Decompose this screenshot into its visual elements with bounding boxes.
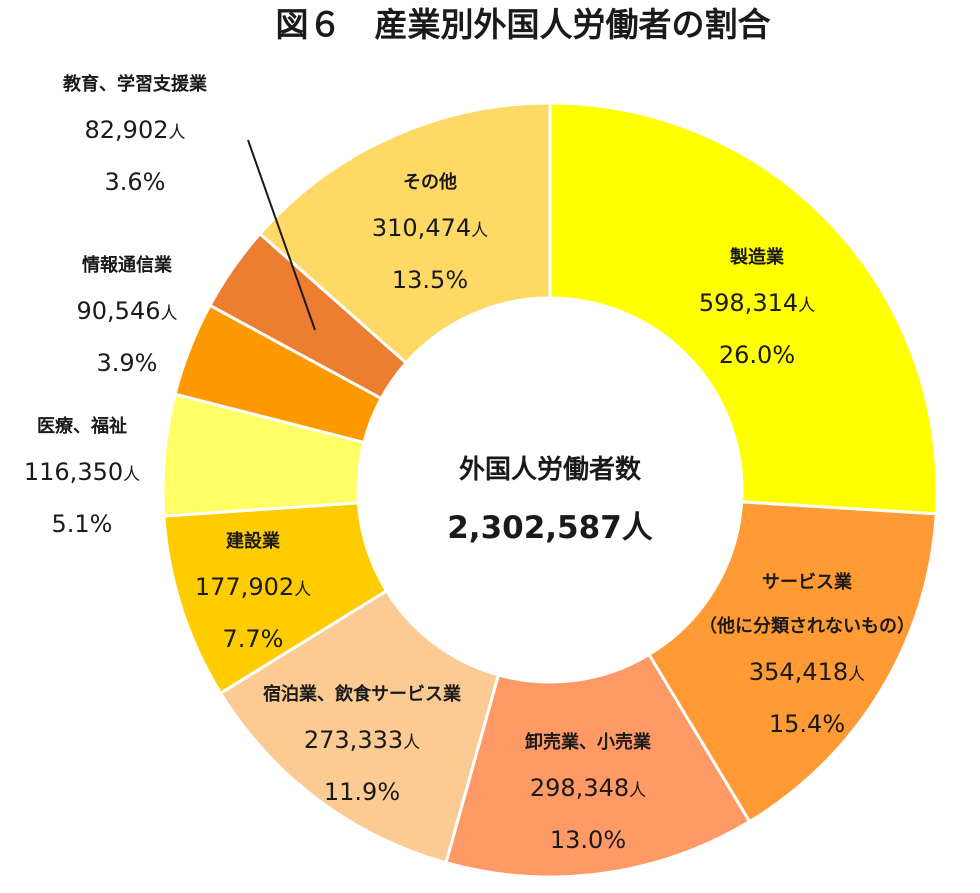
slice-name-4: 建設業 [226, 530, 281, 552]
slice-label-1: サービス業 （他に分類されないもの） 354,418人 15.4% [699, 571, 915, 738]
center-total: 2,302,587人 [447, 510, 653, 546]
slice-percent-6: 3.9% [97, 349, 158, 377]
slice-percent-3: 11.9% [324, 778, 400, 806]
slice-8 [257, 101, 552, 365]
slices-group [161, 101, 939, 879]
slice-percent-1: 15.4% [769, 710, 845, 738]
slice-value-7: 82,902人 [85, 116, 186, 144]
slice-label-7: 教育、学習支援業 82,902人 3.6% [63, 73, 208, 196]
slice-percent-0: 26.0% [719, 341, 795, 369]
slice-value-0: 598,314人 [699, 289, 815, 317]
slice-0 [548, 101, 939, 516]
slice-label-3: 宿泊業、飲食サービス業 273,333人 11.9% [263, 683, 462, 806]
slice-name-3: 宿泊業、飲食サービス業 [263, 683, 462, 705]
slice-1 [646, 500, 938, 824]
slice-name-1-0: サービス業 [762, 571, 853, 593]
slice-label-5: 医療、福祉 116,350人 5.1% [24, 415, 140, 538]
slice-name-5: 医療、福祉 [37, 415, 127, 437]
slice-name-7: 教育、学習支援業 [63, 73, 208, 95]
slice-label-0: 製造業 598,314人 26.0% [699, 246, 815, 369]
slice-name-1-1: （他に分類されないもの） [699, 615, 915, 637]
slice-percent-2: 13.0% [550, 826, 626, 854]
slice-label-2: 卸売業、小売業 298,348人 13.0% [525, 731, 652, 854]
slice-name-2: 卸売業、小売業 [525, 731, 652, 753]
slice-value-4: 177,902人 [195, 573, 311, 601]
slice-value-1: 354,418人 [749, 658, 865, 686]
leader-line-education [247, 139, 316, 331]
slice-percent-5: 5.1% [52, 510, 113, 538]
slice-value-3: 273,333人 [304, 726, 420, 754]
center-label: 外国人労働者数 [459, 455, 642, 485]
slice-value-2: 298,348人 [530, 774, 646, 802]
slice-name-8: その他 [403, 171, 457, 193]
slice-percent-7: 3.6% [105, 168, 166, 196]
slice-3 [218, 588, 501, 865]
slice-name-0: 製造業 [729, 246, 785, 268]
slice-value-8: 310,474人 [372, 214, 488, 242]
slice-value-5: 116,350人 [24, 458, 140, 486]
chart-title: 図６ 産業別外国人労働者の割合 [276, 5, 771, 44]
slice-label-4: 建設業 177,902人 7.7% [195, 530, 311, 653]
slice-label-6: 情報通信業 90,546人 3.9% [77, 254, 178, 377]
slice-2 [444, 652, 752, 879]
slice-percent-8: 13.5% [392, 266, 468, 294]
slice-value-6: 90,546人 [77, 297, 178, 325]
slice-label-8: その他 310,474人 13.5% [372, 171, 488, 294]
slice-percent-4: 7.7% [223, 625, 284, 653]
slice-name-6: 情報通信業 [82, 254, 173, 276]
labels-group: 製造業 598,314人 26.0% サービス業 （他に分類されないもの） 354,418… [24, 73, 915, 854]
